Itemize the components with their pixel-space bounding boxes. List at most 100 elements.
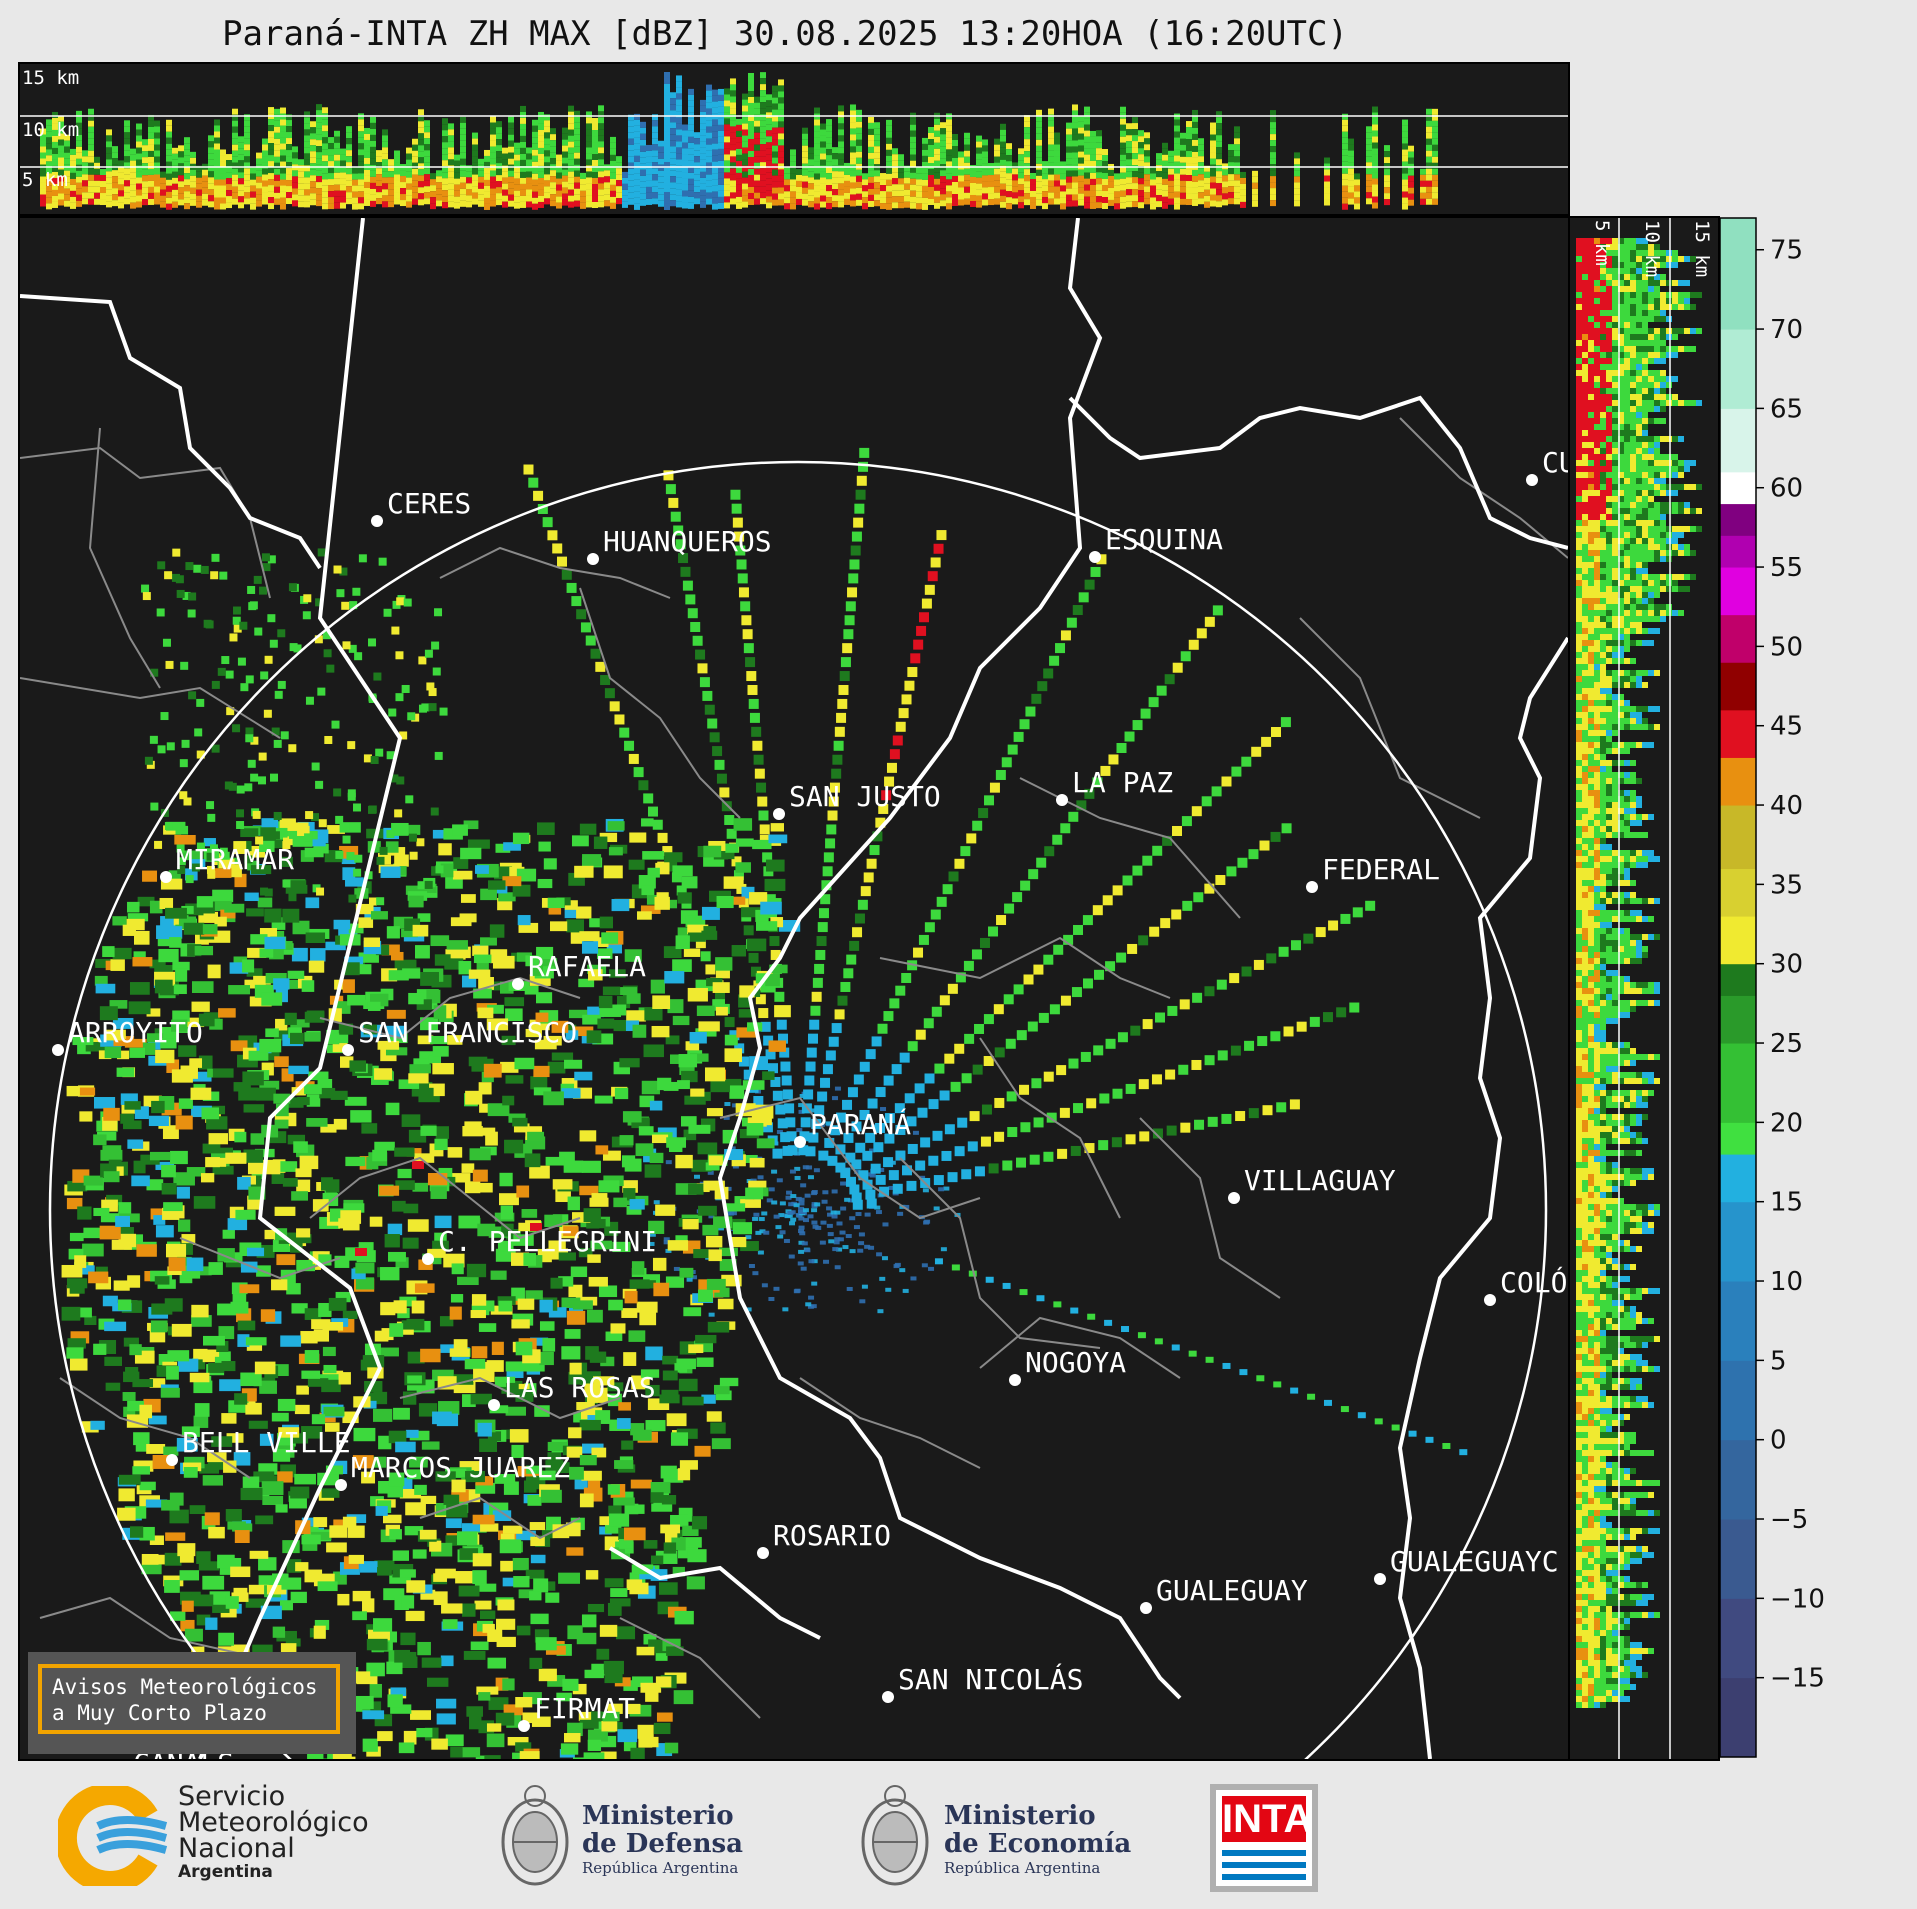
city-marker bbox=[371, 515, 383, 527]
city-label: SAN NICOLÁS bbox=[898, 1662, 1083, 1696]
city-label: BELL VILLE bbox=[182, 1426, 351, 1459]
colorbar-tick-label: −15 bbox=[1770, 1664, 1825, 1694]
smn-line-3: Nacional bbox=[178, 1833, 295, 1864]
city-marker bbox=[1306, 881, 1318, 893]
city-label: COLÓ bbox=[1500, 1265, 1567, 1299]
city-label: ARROYITO bbox=[68, 1016, 203, 1049]
colorbar-tick-label: 25 bbox=[1770, 1029, 1803, 1059]
city-marker bbox=[1228, 1192, 1240, 1204]
colorbar-tick-label: 5 bbox=[1770, 1346, 1787, 1376]
city-label: CU bbox=[1542, 446, 1568, 479]
city-marker bbox=[166, 1454, 178, 1466]
radar-map[interactable]: CERES HUANQUEROS ESQUINA CU SAN JUSTO LA PAZ M… bbox=[18, 216, 1570, 1761]
city-marker bbox=[1484, 1294, 1496, 1306]
colorbar-tick-label: 10 bbox=[1770, 1267, 1803, 1297]
city-marker bbox=[587, 553, 599, 565]
city-marker bbox=[794, 1136, 806, 1148]
city-label: SAN JUSTO bbox=[789, 780, 941, 813]
defensa-line-3: República Argentina bbox=[582, 1859, 739, 1877]
economia-line-2: de Economía bbox=[944, 1829, 1132, 1859]
city-label: HUANQUEROS bbox=[603, 525, 772, 558]
city-label: GUALEGUAYC bbox=[1390, 1545, 1559, 1578]
city-marker bbox=[422, 1253, 434, 1265]
colorbar-tick-label: −5 bbox=[1770, 1505, 1808, 1535]
inta-logo-text: INTA bbox=[1222, 1796, 1313, 1842]
colorbar-tick-label: 20 bbox=[1770, 1108, 1803, 1138]
warning-line-1: Avisos Meteorológicos bbox=[52, 1675, 318, 1699]
top-height-label-15km: 15 km bbox=[22, 67, 79, 89]
city-marker bbox=[518, 1720, 530, 1732]
top-cross-section: 15 km 10 km 5 km bbox=[20, 67, 1568, 210]
top-height-label-10km: 10 km bbox=[22, 119, 79, 141]
colorbar-tick-label: 55 bbox=[1770, 553, 1803, 583]
colorbar-tick-label: −10 bbox=[1770, 1584, 1825, 1614]
city-label: FEDERAL bbox=[1322, 853, 1440, 886]
coat-of-arms-icon bbox=[861, 1785, 929, 1886]
city-marker bbox=[1526, 474, 1538, 486]
city-label: ESQUINA bbox=[1105, 523, 1223, 556]
side-height-label-5km: 5 km bbox=[1591, 220, 1613, 266]
smn-line-2: Meteorológico bbox=[178, 1807, 369, 1838]
range-ring bbox=[48, 460, 1548, 1759]
city-label: LA PAZ bbox=[1072, 766, 1173, 799]
city-label: C. PELLEGRINI bbox=[438, 1225, 657, 1258]
top-cross-section-panel: 15 km 10 km 5 km bbox=[18, 62, 1570, 216]
city-label: ROSARIO bbox=[773, 1519, 891, 1552]
radar-map-canvas[interactable]: CERES HUANQUEROS ESQUINA CU SAN JUSTO LA PAZ M… bbox=[20, 218, 1568, 1759]
colorbar-tick-label: 0 bbox=[1770, 1426, 1787, 1456]
city-marker bbox=[512, 978, 524, 990]
page-title: Paraná-INTA ZH MAX [dBZ] 30.08.2025 13:2… bbox=[222, 14, 1348, 54]
side-cross-section-panel: 5 km 10 km 15 km bbox=[1568, 216, 1720, 1761]
colorbar-tick-label: 50 bbox=[1770, 632, 1803, 662]
colorbar-tick-label: 15 bbox=[1770, 1188, 1803, 1218]
colorbar-tick-label: 60 bbox=[1770, 474, 1803, 504]
colorbar-tick-label: 70 bbox=[1770, 315, 1803, 345]
city-marker bbox=[488, 1399, 500, 1411]
city-labels: CERES HUANQUEROS ESQUINA CU SAN JUSTO LA PAZ M… bbox=[52, 446, 1568, 1759]
warning-line-2: a Muy Corto Plazo bbox=[52, 1701, 267, 1725]
city-label: FIRMAT bbox=[534, 1692, 635, 1725]
defensa-line-1: Ministerio bbox=[582, 1801, 734, 1831]
province-borders bbox=[20, 218, 1568, 1759]
city-marker bbox=[757, 1547, 769, 1559]
city-label: RAFAELA bbox=[528, 950, 646, 983]
warning-box: Avisos Meteorológicos a Muy Corto Plazo bbox=[28, 1652, 356, 1754]
reflectivity-echoes bbox=[61, 447, 1468, 1759]
city-label: CERES bbox=[387, 487, 471, 520]
smn-line-1: Servicio bbox=[178, 1781, 286, 1812]
city-label: PARANÁ bbox=[810, 1107, 911, 1141]
city-marker bbox=[1089, 551, 1101, 563]
city-marker bbox=[52, 1044, 64, 1056]
footer-logos: Servicio Meteorológico Nacional Argentin… bbox=[0, 1762, 1917, 1909]
top-height-label-5km: 5 km bbox=[22, 169, 68, 191]
city-marker bbox=[882, 1691, 894, 1703]
economia-logo-text: Ministerio de Economía República Argenti… bbox=[944, 1802, 1131, 1878]
side-height-label-15km: 15 km bbox=[1691, 220, 1713, 277]
city-marker bbox=[1374, 1573, 1386, 1585]
inta-logo-icon: INTA bbox=[1210, 1784, 1318, 1892]
side-cross-section: 5 km 10 km 15 km bbox=[1576, 218, 1713, 1759]
city-marker bbox=[1140, 1602, 1152, 1614]
colorbar-tick-label: 45 bbox=[1770, 712, 1803, 742]
colorbar-tick-label: 75 bbox=[1770, 236, 1803, 266]
city-label: VILLAGUAY bbox=[1244, 1164, 1396, 1197]
colorbar-tick-label: 35 bbox=[1770, 870, 1803, 900]
city-label: MIRAMAR bbox=[176, 843, 294, 876]
city-label: LAS ROSAS bbox=[504, 1371, 656, 1404]
city-label: NOGOYA bbox=[1025, 1346, 1126, 1379]
smn-line-4: Argentina bbox=[178, 1862, 273, 1882]
city-label: SAN FRANCISCO bbox=[358, 1016, 577, 1049]
department-boundaries bbox=[20, 417, 1568, 1719]
smn-logo-text: Servicio Meteorológico Nacional Argentin… bbox=[178, 1781, 369, 1882]
city-label: GUALEGUAY bbox=[1156, 1574, 1308, 1607]
city-marker bbox=[342, 1044, 354, 1056]
smn-logo-icon bbox=[58, 1786, 168, 1886]
economia-line-3: República Argentina bbox=[944, 1859, 1101, 1877]
city-marker bbox=[1009, 1374, 1021, 1386]
coat-of-arms-icon bbox=[501, 1785, 569, 1886]
economia-line-1: Ministerio bbox=[944, 1801, 1096, 1831]
defensa-line-2: de Defensa bbox=[582, 1829, 743, 1859]
defensa-logo-text: Ministerio de Defensa República Argentin… bbox=[582, 1802, 743, 1878]
city-marker bbox=[1056, 794, 1068, 806]
